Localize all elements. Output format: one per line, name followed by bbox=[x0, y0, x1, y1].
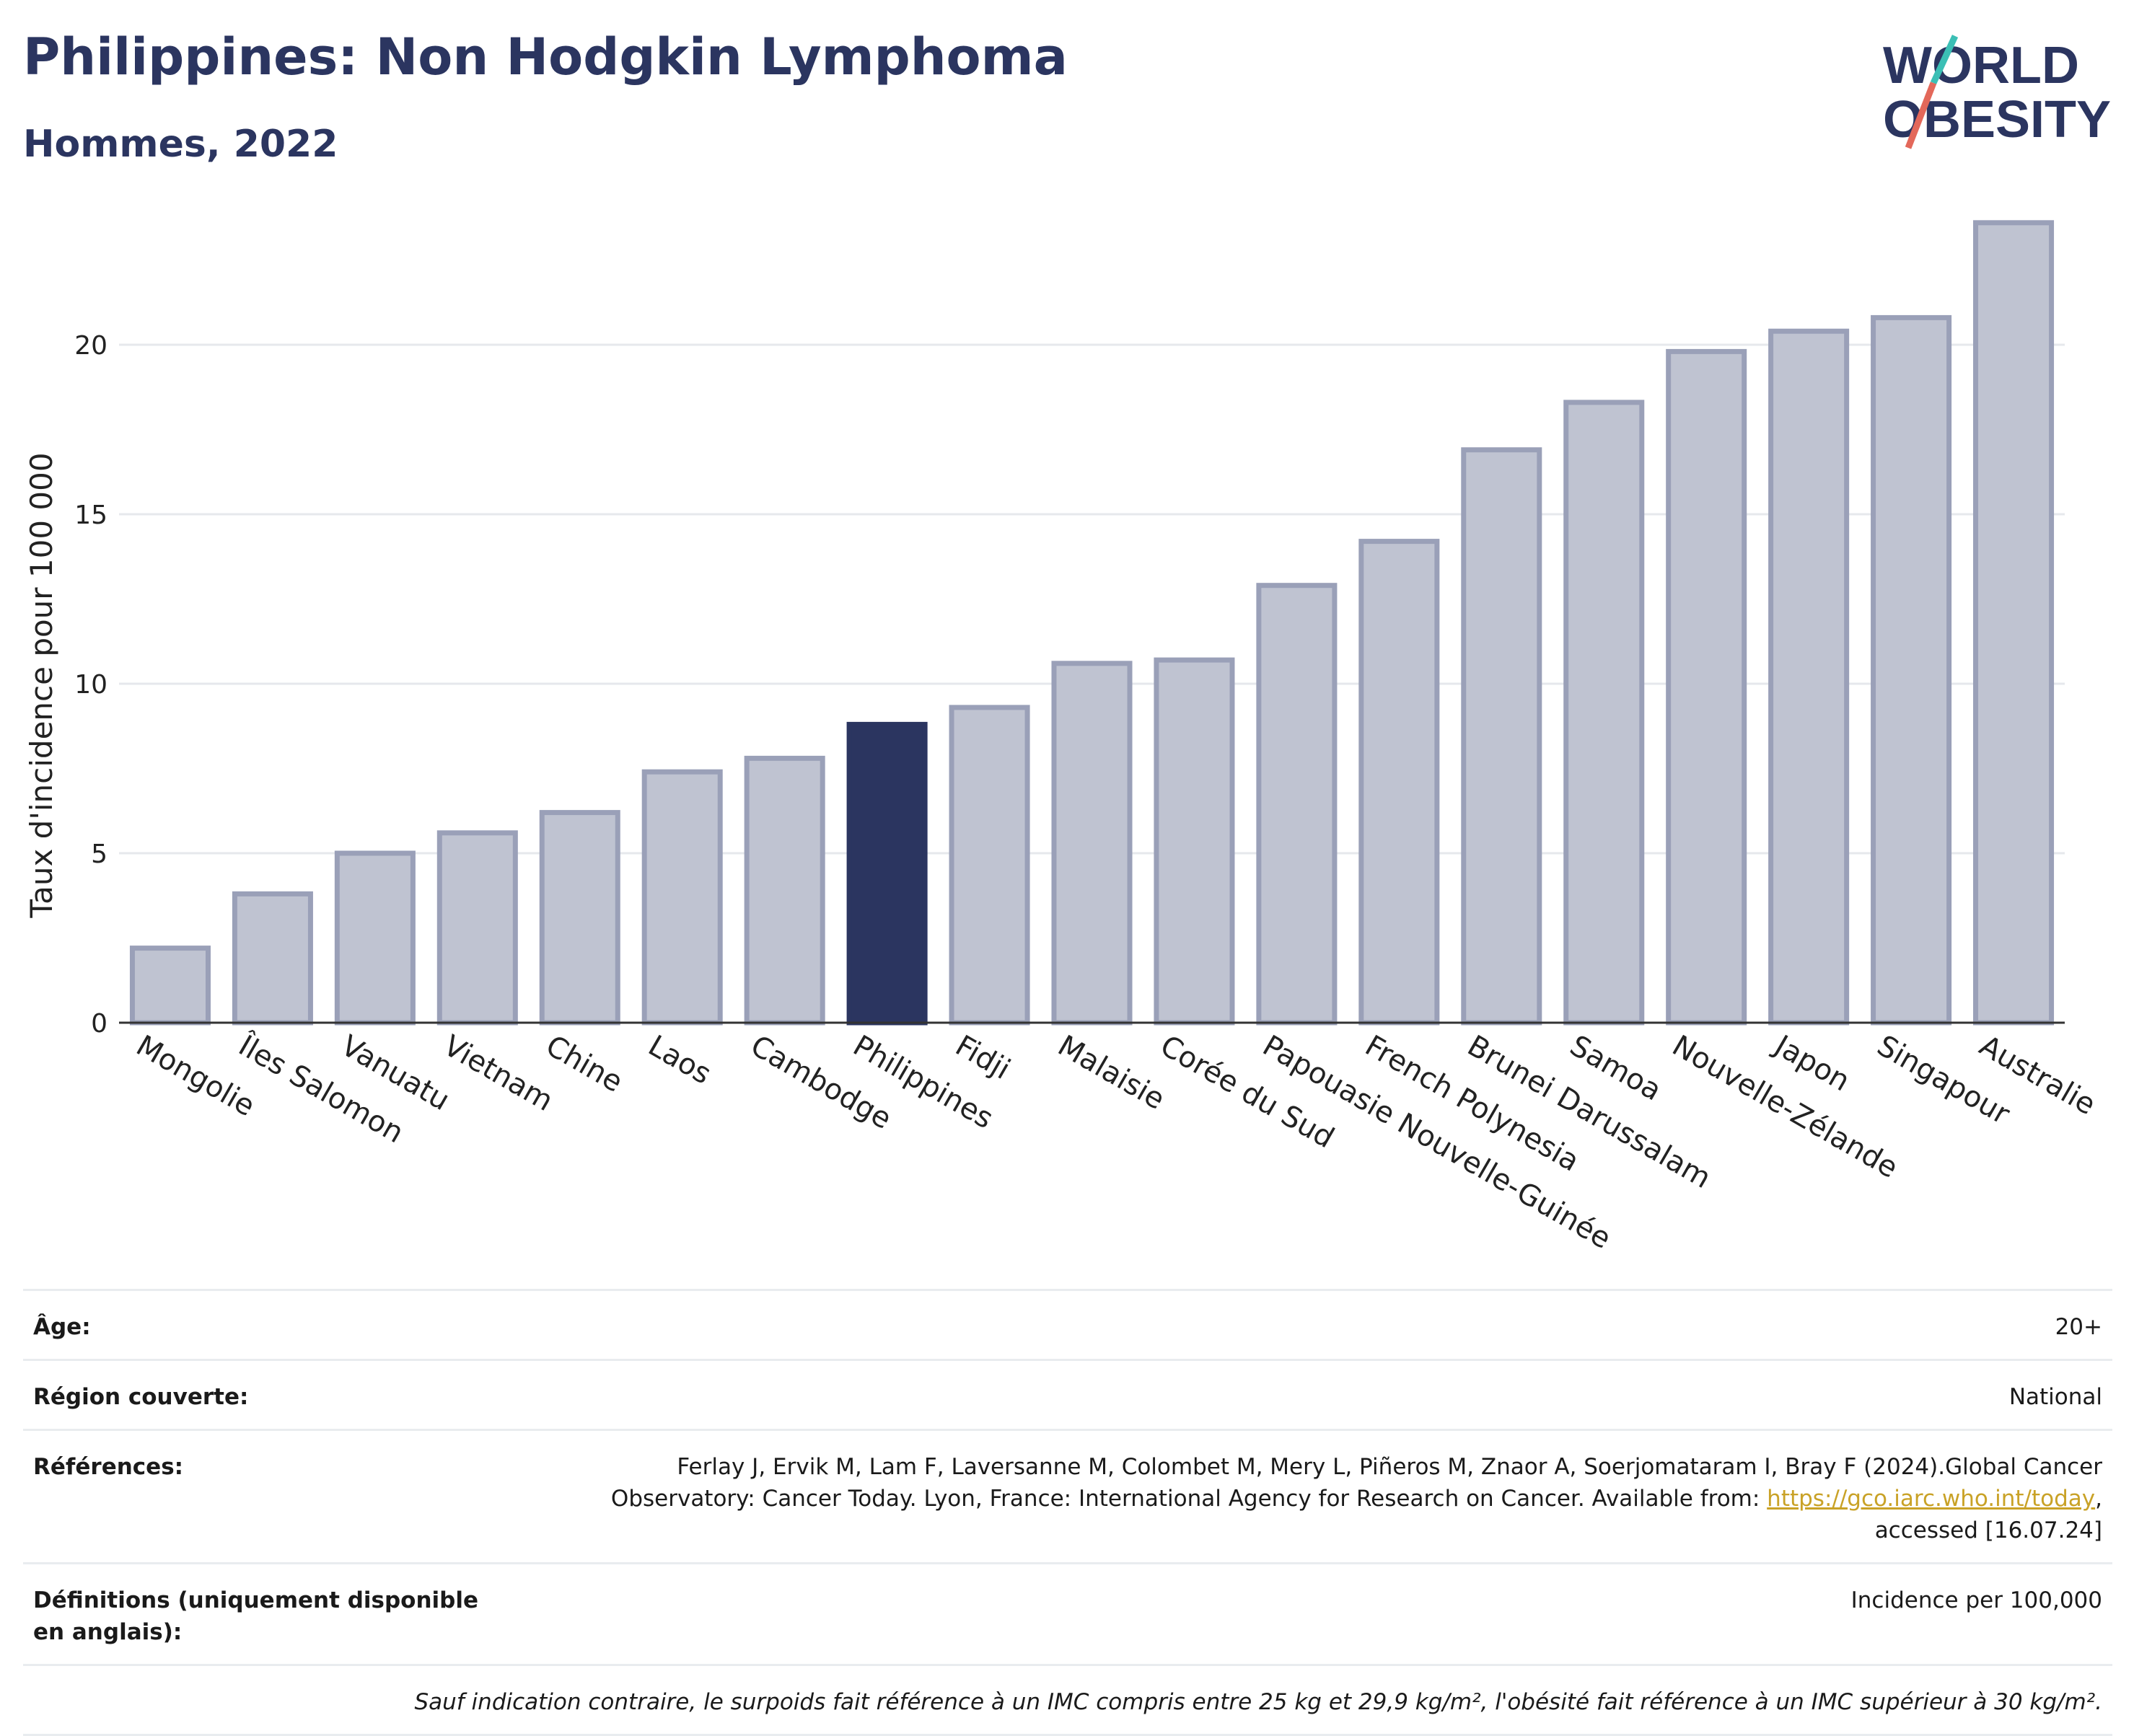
x-tick-label: Laos bbox=[643, 1029, 717, 1091]
y-tick-label: 15 bbox=[74, 501, 107, 530]
meta-references-label: Références: bbox=[33, 1454, 184, 1480]
meta-age-label: Âge: bbox=[33, 1314, 91, 1340]
bar-singapour bbox=[1871, 314, 1952, 1026]
bar-cambodge bbox=[744, 755, 825, 1026]
x-tick-label: Îles Salomon bbox=[232, 1028, 410, 1150]
bar-philippines bbox=[846, 721, 928, 1026]
x-tick-label: Vietnam bbox=[438, 1029, 558, 1118]
logo-slash-coral bbox=[1905, 81, 1937, 149]
meta-note: Sauf indication contraire, le surpoids f… bbox=[414, 1689, 2102, 1715]
bar-mongolie bbox=[129, 946, 211, 1026]
bar-french-polynesia bbox=[1358, 539, 1440, 1026]
bar-vanuatu bbox=[334, 850, 416, 1026]
bar-brunei-darussalam bbox=[1461, 447, 1542, 1026]
x-tick-label: Fidji bbox=[950, 1029, 1016, 1086]
logo-slash-teal bbox=[1930, 35, 1959, 84]
bar-samoa bbox=[1563, 400, 1645, 1026]
references-link[interactable]: https://gco.iarc.who.int/today bbox=[1767, 1486, 2096, 1512]
meta-references-value: Ferlay J, Ervik M, Lam F, Laversanne M, … bbox=[502, 1451, 2102, 1546]
meta-row-references: Références: Ferlay J, Ervik M, Lam F, La… bbox=[23, 1429, 2112, 1562]
meta-row-age: Âge: 20+ bbox=[23, 1289, 2112, 1359]
x-tick-label: Malaisie bbox=[1053, 1029, 1171, 1116]
references-text-1: Ferlay J, Ervik M, Lam F, Laversanne M, … bbox=[677, 1454, 2102, 1480]
meta-row-definitions: Définitions (uniquement disponible en an… bbox=[23, 1562, 2112, 1664]
chart-subtitle: Hommes, 2022 bbox=[23, 123, 338, 166]
references-text-2: Observatory: Cancer Today. Lyon, France:… bbox=[610, 1486, 1768, 1512]
y-tick-label: 5 bbox=[91, 840, 107, 869]
bar-papouasie-nouvelle-guin-e bbox=[1256, 583, 1338, 1026]
metadata-table: Âge: 20+ Région couverte: National Référ… bbox=[23, 1289, 2112, 1736]
meta-region-label: Région couverte: bbox=[33, 1384, 249, 1410]
y-axis-title: Taux d'incidence pour 100 000 bbox=[24, 452, 59, 918]
world-obesity-logo: WORLD OBESITY bbox=[1883, 35, 2111, 149]
references-text-3: , bbox=[2095, 1486, 2102, 1512]
x-tick-label: Corée du Sud bbox=[1154, 1029, 1339, 1155]
y-tick-label: 0 bbox=[91, 1009, 107, 1039]
bar-laos bbox=[641, 769, 723, 1026]
bar-cor-e-du-sud bbox=[1154, 657, 1235, 1026]
bar--les-salomon bbox=[232, 891, 313, 1026]
meta-definitions-value: Incidence per 100,000 bbox=[1850, 1587, 2102, 1613]
meta-row-region: Région couverte: National bbox=[23, 1359, 2112, 1429]
bar-japon bbox=[1768, 328, 1850, 1026]
meta-definitions-label: Définitions (uniquement disponible en an… bbox=[33, 1587, 479, 1645]
bar-australie bbox=[1973, 220, 2055, 1026]
meta-row-note: Sauf indication contraire, le surpoids f… bbox=[23, 1664, 2112, 1736]
meta-region-value: National bbox=[2008, 1384, 2102, 1410]
bar-chine bbox=[539, 810, 620, 1026]
bar-vietnam bbox=[436, 830, 518, 1026]
bar-nouvelle-z-lande bbox=[1666, 348, 1747, 1026]
bar-fidji bbox=[949, 705, 1030, 1026]
bar-malaisie bbox=[1051, 661, 1133, 1026]
meta-age-value: 20+ bbox=[2055, 1314, 2102, 1340]
y-tick-label: 10 bbox=[74, 670, 107, 700]
logo-text-world: WORLD bbox=[1883, 37, 2079, 94]
references-text-4: accessed [16.07.24] bbox=[1874, 1517, 2102, 1543]
y-tick-label: 20 bbox=[74, 331, 107, 361]
chart-title: Philippines: Non Hodgkin Lymphoma bbox=[23, 27, 1068, 87]
bars bbox=[129, 220, 2055, 1026]
